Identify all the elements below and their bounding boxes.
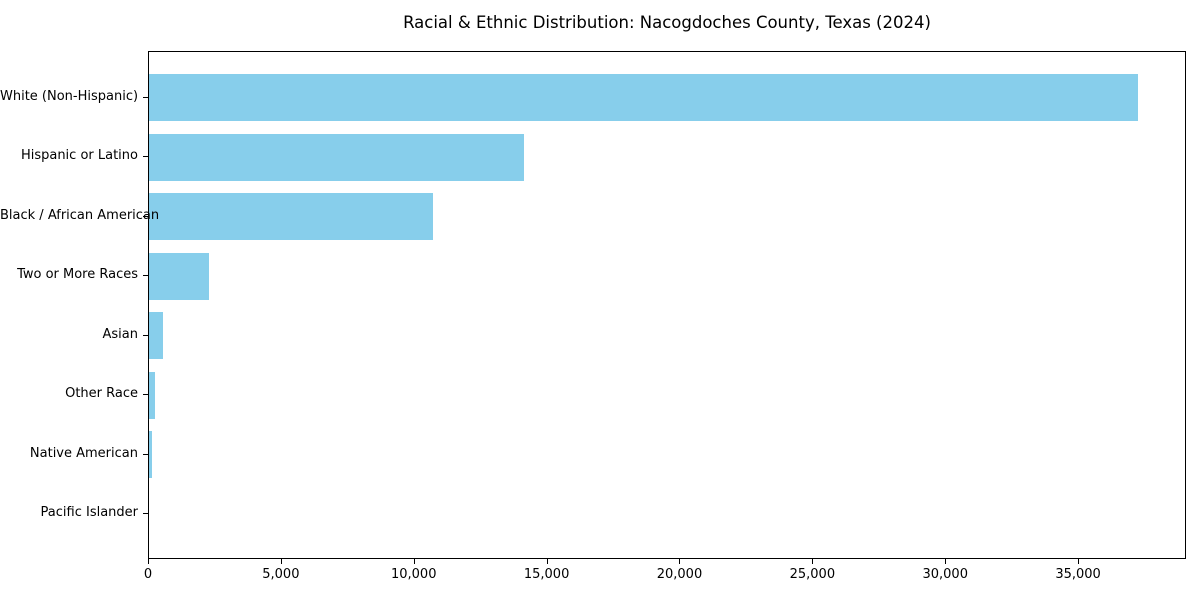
x-tick-label: 0 — [143, 567, 153, 582]
x-tick-label: 15,000 — [523, 567, 570, 582]
x-tick-label: 25,000 — [789, 567, 836, 582]
x-tick-mark — [546, 559, 548, 564]
x-tick-mark — [280, 559, 282, 564]
bar-two-or-more-races — [149, 252, 209, 300]
x-tick-mark — [148, 559, 149, 564]
bar-native-american — [149, 431, 152, 479]
plot-area — [148, 51, 1186, 559]
y-axis-label: Native American — [29, 445, 138, 461]
x-tick-label: 30,000 — [922, 567, 968, 582]
bar-asian — [149, 312, 164, 360]
x-tick-mark — [413, 559, 415, 564]
chart-title: Racial & Ethnic Distribution: Nacogdoche… — [403, 13, 931, 32]
y-tick-mark — [143, 453, 148, 455]
x-tick-mark — [1078, 559, 1080, 564]
x-tick-mark — [679, 559, 681, 564]
x-tick-label: 20,000 — [656, 567, 703, 582]
bar-other-race — [149, 371, 155, 419]
y-axis-label: Other Race — [65, 386, 138, 402]
x-tick-label: 10,000 — [390, 567, 437, 582]
x-tick-label: 35,000 — [1055, 567, 1101, 582]
y-axis-label: Black / African American — [0, 207, 160, 223]
y-tick-mark — [143, 513, 148, 515]
y-axis-label: Hispanic or Latino — [20, 148, 138, 164]
bar-hispanic-or-latino — [149, 133, 524, 181]
y-axis-label: Pacific Islander — [40, 505, 138, 521]
y-tick-mark — [143, 334, 148, 336]
x-tick-label: 5,000 — [262, 567, 300, 582]
bar-black-african-american — [149, 193, 434, 241]
y-tick-mark — [143, 215, 148, 217]
y-axis-label: Asian — [102, 326, 138, 342]
y-tick-mark — [143, 96, 148, 98]
y-tick-mark — [143, 394, 148, 396]
y-axis-label: White (Non-Hispanic) — [0, 88, 139, 104]
bar-white-non-hispanic — [149, 74, 1138, 122]
y-axis-label: Two or More Races — [17, 267, 138, 283]
y-tick-mark — [143, 275, 148, 277]
x-tick-mark — [945, 559, 947, 564]
y-tick-mark — [143, 156, 148, 158]
x-tick-mark — [812, 559, 814, 564]
